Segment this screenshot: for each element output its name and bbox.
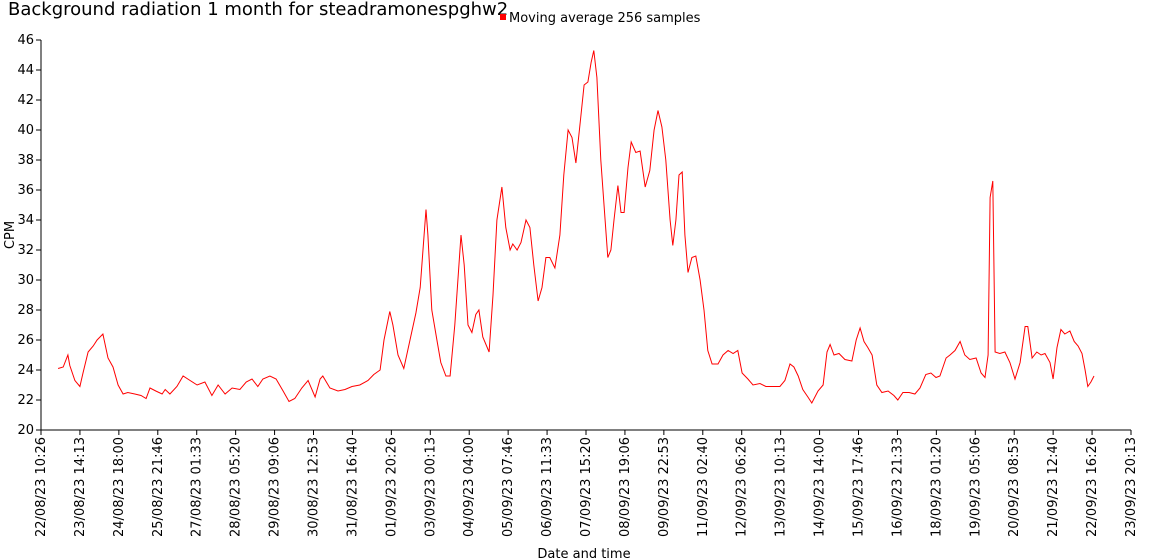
y-tick-label: 36 <box>17 183 34 198</box>
x-tick-label: 05/09/23 07:46 <box>501 437 516 537</box>
legend-swatch <box>500 14 506 20</box>
y-tick-label: 28 <box>17 303 34 318</box>
chart-title: Background radiation 1 month for steadra… <box>8 0 508 20</box>
x-tick-label: 04/09/23 04:00 <box>462 437 477 537</box>
data-line <box>57 50 1095 404</box>
y-tick-label: 44 <box>17 63 34 78</box>
x-tick-label: 09/09/23 22:53 <box>657 437 672 537</box>
y-axis-label: CPM <box>3 221 18 249</box>
x-tick-label: 13/09/23 10:13 <box>774 437 789 537</box>
x-tick-label: 23/09/23 20:13 <box>1124 437 1139 537</box>
y-tick-label: 32 <box>17 243 34 258</box>
x-tick-label: 16/09/23 21:33 <box>890 437 905 537</box>
y-tick-label: 20 <box>17 423 34 438</box>
y-tick-label: 42 <box>17 93 34 108</box>
y-tick-label: 24 <box>17 363 34 378</box>
x-tick-label: 12/09/23 06:26 <box>735 437 750 537</box>
x-tick-label: 20/09/23 08:53 <box>1007 437 1022 537</box>
x-tick-label: 08/09/23 19:06 <box>618 437 633 537</box>
y-tick-label: 46 <box>17 33 34 48</box>
x-tick-label: 28/08/23 05:20 <box>229 437 244 537</box>
x-tick-label: 21/09/23 12:40 <box>1046 437 1061 537</box>
y-tick-label: 38 <box>17 153 34 168</box>
x-tick-label: 24/08/23 18:00 <box>112 437 127 537</box>
x-tick-label: 06/09/23 11:33 <box>540 437 555 537</box>
y-tick-label: 30 <box>17 273 34 288</box>
x-tick-label: 07/09/23 15:20 <box>579 437 594 537</box>
x-tick-label: 30/08/23 12:53 <box>307 437 322 537</box>
x-tick-label: 25/08/23 21:46 <box>151 437 166 537</box>
x-tick-label: 15/09/23 17:46 <box>852 437 867 537</box>
y-tick-label: 26 <box>17 333 34 348</box>
x-tick-label: 31/08/23 16:40 <box>345 437 360 537</box>
y-tick-label: 34 <box>17 213 34 228</box>
x-tick-label: 29/08/23 09:06 <box>268 437 283 537</box>
x-tick-label: 03/09/23 00:13 <box>423 437 438 537</box>
x-tick-label: 23/08/23 14:13 <box>73 437 88 537</box>
x-tick-label: 18/09/23 01:20 <box>929 437 944 537</box>
y-tick-label: 40 <box>17 123 34 138</box>
x-tick-label: 14/09/23 14:00 <box>813 437 828 537</box>
x-tick-label: 01/09/23 20:26 <box>384 437 399 537</box>
y-tick-label: 22 <box>17 393 34 408</box>
legend-label: Moving average 256 samples <box>509 11 701 26</box>
x-tick-label: 19/09/23 05:06 <box>968 437 983 537</box>
x-tick-label: 11/09/23 02:40 <box>696 437 711 537</box>
x-axis-label: Date and time <box>537 547 630 560</box>
x-tick-label: 27/08/23 01:33 <box>190 437 205 537</box>
x-tick-label: 22/09/23 16:26 <box>1085 437 1100 537</box>
x-tick-label: 22/08/23 10:26 <box>34 437 49 537</box>
